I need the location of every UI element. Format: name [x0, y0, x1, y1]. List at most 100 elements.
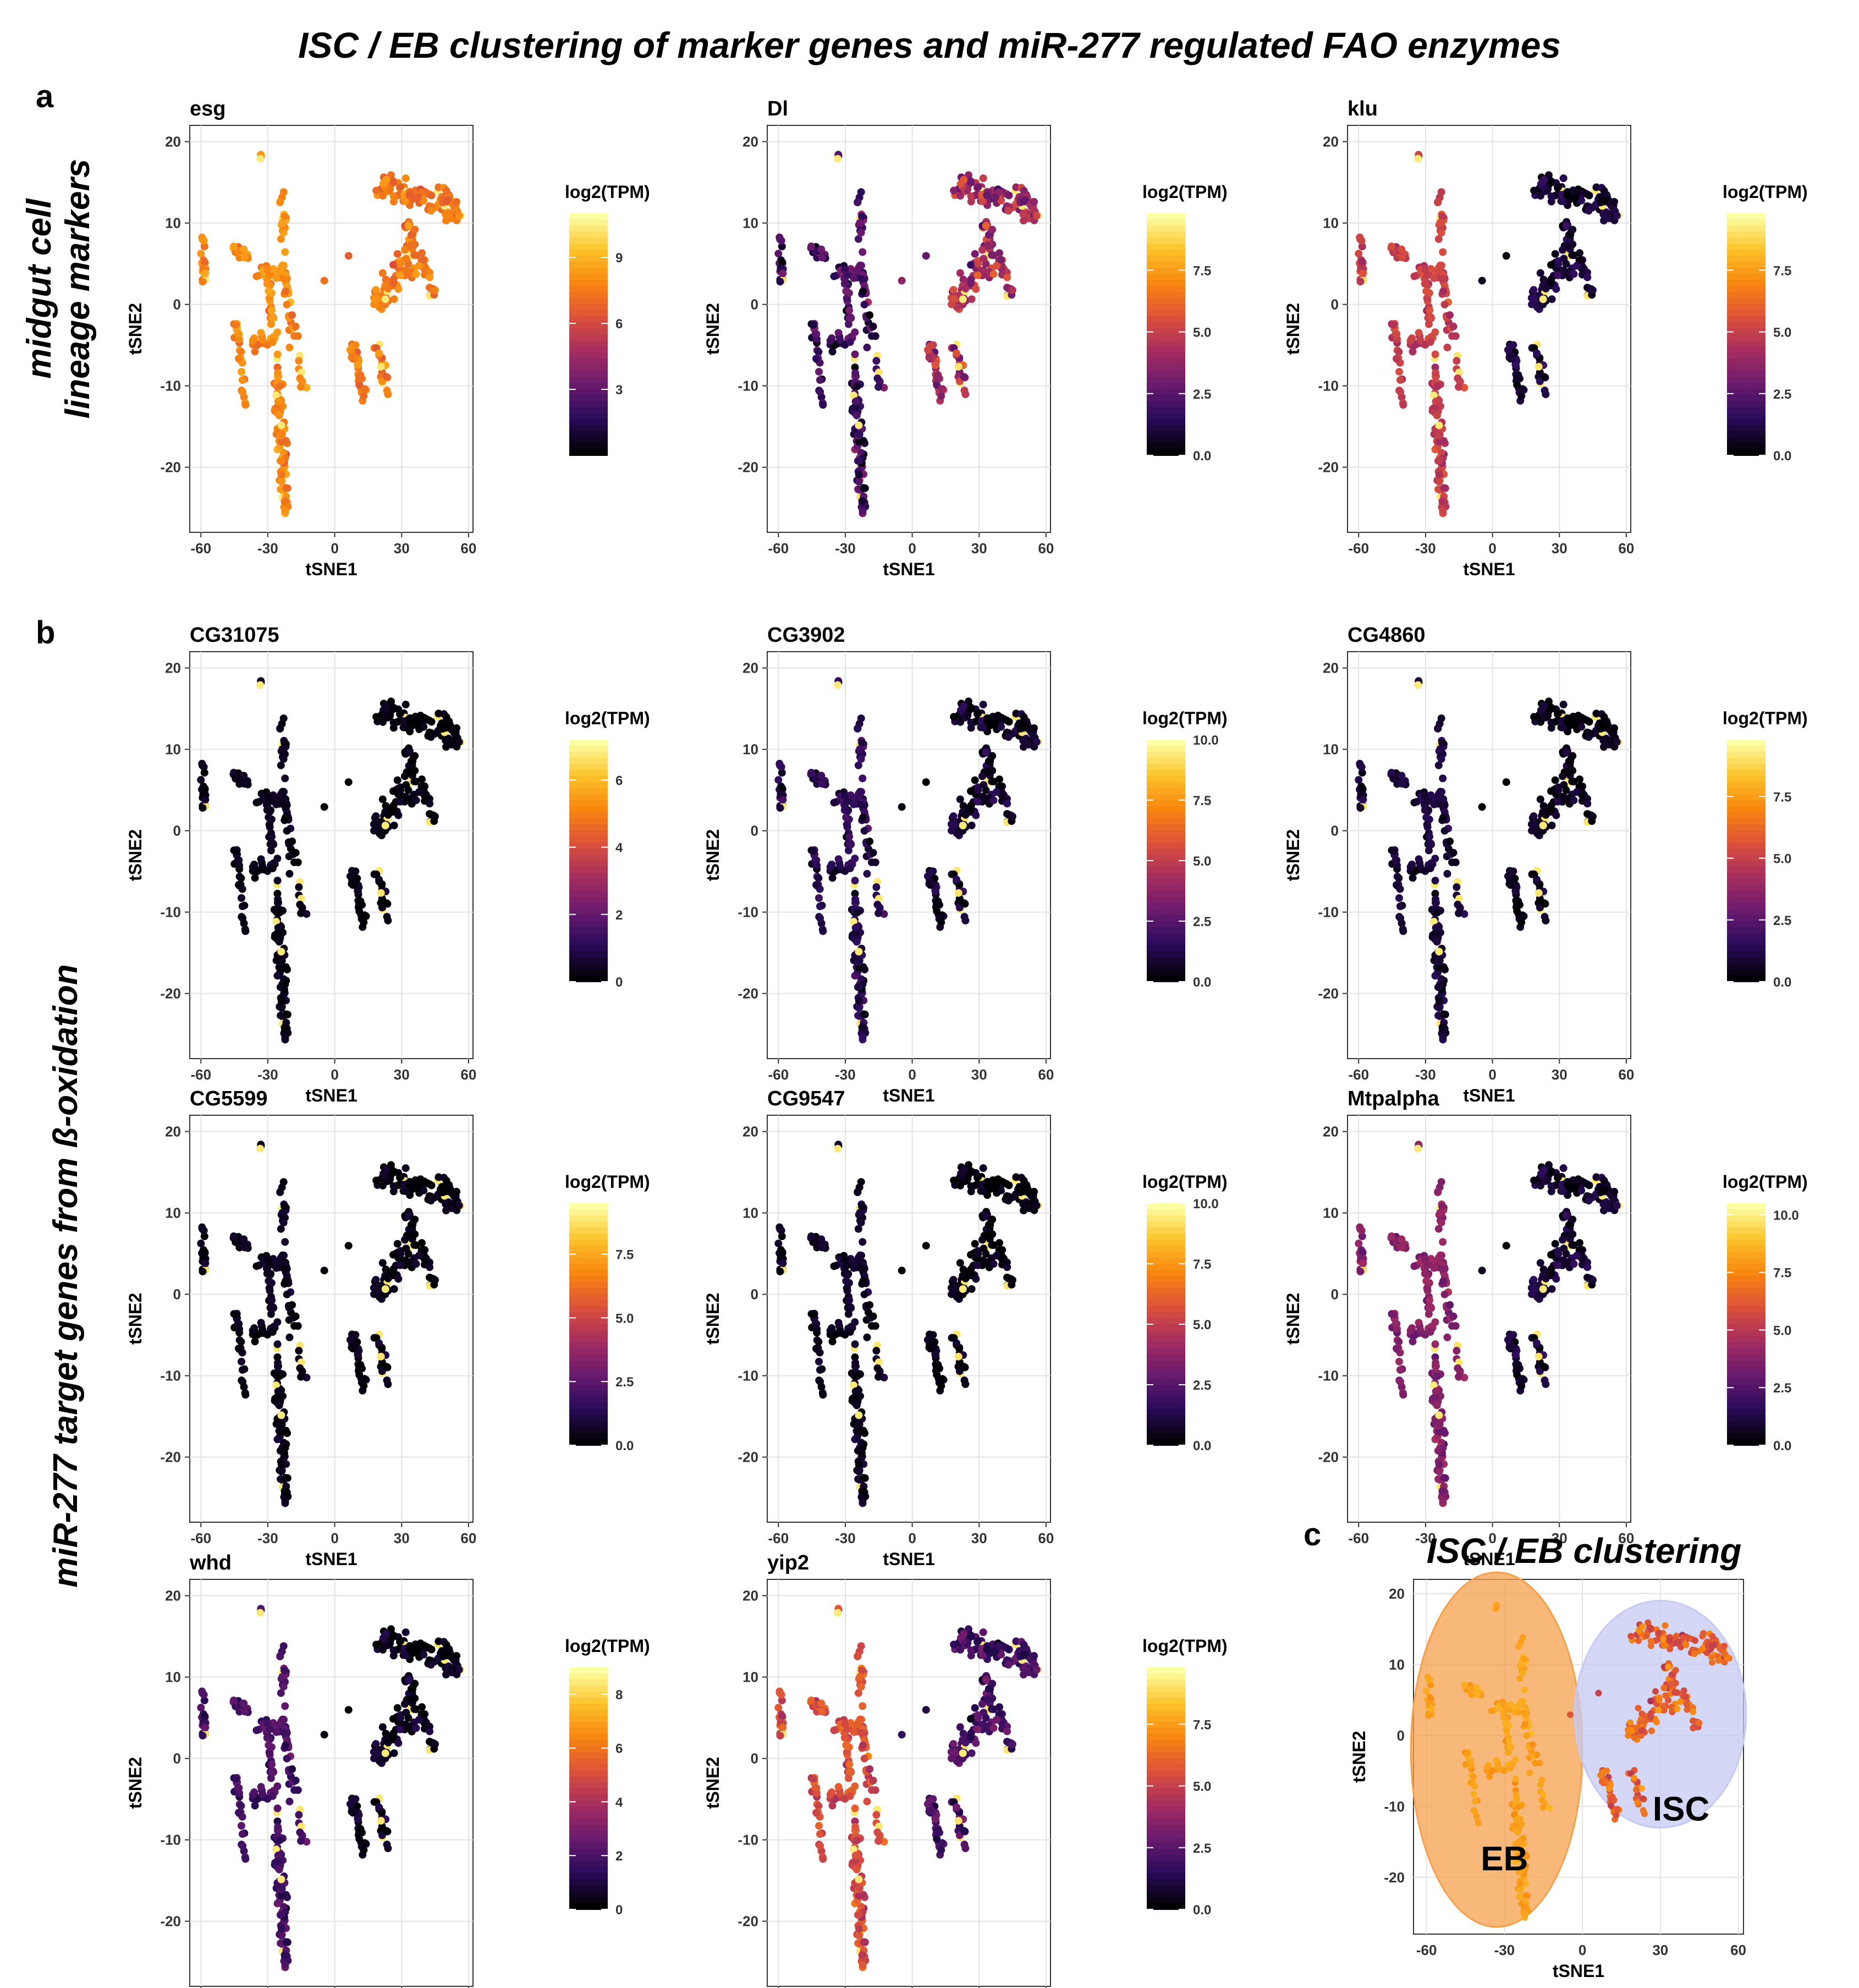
- data-point: [1359, 269, 1367, 278]
- data-point: [379, 706, 387, 714]
- data-point: [841, 266, 849, 274]
- x-axis-label: tSNE1: [305, 1086, 357, 1105]
- data-point: [1559, 174, 1568, 183]
- data-point: [418, 249, 426, 257]
- legend-gradient-step: [569, 304, 608, 311]
- data-point: [868, 332, 876, 340]
- data-point: [1435, 471, 1443, 479]
- data-point: [1513, 907, 1521, 916]
- data-point: [279, 188, 288, 196]
- legend-gradient-step: [569, 280, 608, 287]
- legend-gradient-step: [569, 867, 608, 873]
- y-tick-label: 0: [173, 823, 181, 839]
- data-point: [863, 1333, 871, 1341]
- legend-gradient-step: [1727, 836, 1766, 843]
- data-point: [851, 350, 859, 359]
- legend-gradient-step: [1727, 927, 1766, 934]
- data-point: [875, 909, 883, 917]
- data-point: [232, 847, 240, 855]
- data-point: [281, 507, 289, 515]
- data-point: [933, 381, 941, 389]
- legend-gradient-step: [569, 879, 608, 885]
- data-point: [1431, 877, 1439, 885]
- data-point: [972, 285, 980, 293]
- data-point: [240, 772, 248, 780]
- legend-gradient-step: [1147, 443, 1185, 450]
- legend-gradient-step: [569, 849, 608, 855]
- legend-gradient-step: [1147, 818, 1185, 825]
- y-tick-label: 10: [743, 215, 758, 232]
- legend-gradient-step: [569, 1367, 608, 1373]
- data-point: [1399, 1391, 1407, 1399]
- data-point: [344, 1242, 353, 1250]
- data-point: [375, 349, 383, 357]
- x-tick-label: 60: [1618, 1066, 1634, 1083]
- data-point: [239, 388, 247, 396]
- data-point: [1505, 354, 1514, 362]
- data-point: [774, 250, 783, 258]
- color-legend: log2(TPM)10.07.55.02.50.0: [1142, 708, 1228, 990]
- data-point: [1030, 197, 1038, 206]
- data-point: [819, 927, 827, 935]
- legend-gradient-step: [1727, 292, 1766, 299]
- data-point: [290, 332, 299, 340]
- legend-gradient-step: [1147, 334, 1185, 341]
- data-point: [290, 858, 299, 867]
- data-point: [1422, 287, 1431, 295]
- data-point: [853, 1401, 861, 1409]
- legend-gradient-step: [569, 232, 608, 238]
- data-point: [276, 1257, 284, 1265]
- legend-gradient-step: [1147, 776, 1185, 783]
- y-tick-label: 0: [1331, 823, 1339, 839]
- data-point: [811, 329, 820, 338]
- legend-gradient-step: [1727, 280, 1766, 287]
- scatter-panel-cg3902: CG3902-60 -30 0 30 6020100-10-20tSNE1tSNE2lo…: [703, 624, 1228, 1105]
- legend-gradient-step: [569, 250, 608, 256]
- legend-gradient-step: [1147, 1282, 1185, 1288]
- data-point: [1356, 1223, 1364, 1231]
- data-point: [991, 193, 999, 201]
- legend-gradient-step: [1147, 1276, 1185, 1282]
- color-legend: log2(TPM)963: [565, 182, 650, 456]
- data-point: [811, 856, 820, 864]
- data-point: [278, 456, 286, 465]
- x-tick-label: 0: [1488, 1066, 1496, 1083]
- data-point: [967, 295, 976, 303]
- data-point: [1432, 369, 1440, 377]
- legend-gradient-step: [569, 383, 608, 389]
- data-point: [272, 917, 280, 926]
- data-point: [405, 717, 414, 725]
- legend-gradient-step: [1147, 915, 1185, 922]
- data-point: [200, 769, 208, 777]
- data-point: [858, 212, 866, 221]
- data-point: [1437, 188, 1445, 196]
- data-point: [197, 776, 205, 784]
- legend-gradient-step: [569, 268, 608, 274]
- data-point: [1434, 199, 1442, 207]
- legend-gradient-step: [569, 340, 608, 347]
- data-point: [855, 430, 864, 438]
- y-tick-label: 0: [1331, 296, 1339, 313]
- y-tick-label: -20: [160, 985, 181, 1002]
- data-point: [816, 902, 824, 911]
- data-point: [1536, 795, 1544, 803]
- legend-gradient-step: [1147, 842, 1185, 849]
- data-point: [859, 1033, 867, 1042]
- data-point: [1600, 713, 1608, 721]
- data-point: [372, 1176, 381, 1185]
- data-point: [1573, 262, 1581, 270]
- data-point: [1504, 346, 1512, 354]
- y-tick-label: 0: [751, 823, 758, 839]
- data-point: [868, 858, 876, 867]
- legend-gradient-step: [1147, 449, 1185, 456]
- data-point: [851, 369, 860, 377]
- legend-tick-label: 5.0: [1773, 852, 1791, 867]
- data-point: [400, 246, 409, 254]
- plot-area: [1347, 651, 1631, 1059]
- data-point: [868, 1322, 876, 1330]
- x-axis-label: tSNE1: [883, 1086, 934, 1105]
- data-point: [344, 778, 353, 786]
- data-point: [993, 262, 1001, 270]
- legend-gradient-step: [1147, 1215, 1185, 1222]
- x-tick-label: 30: [971, 1530, 987, 1546]
